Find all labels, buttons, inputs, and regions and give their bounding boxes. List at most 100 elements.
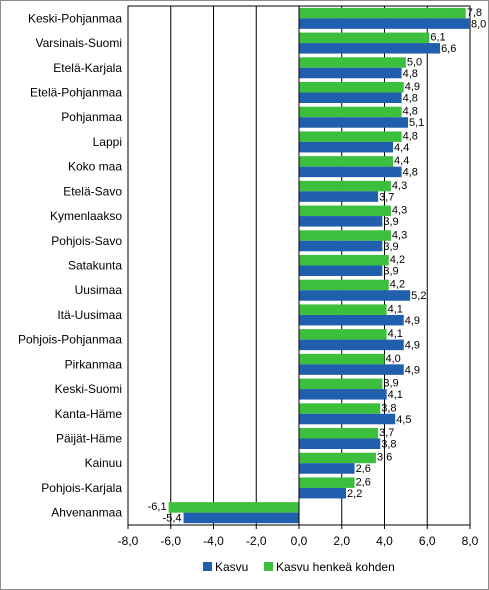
bar-kasvu <box>299 117 409 128</box>
bar-kasvu-henkea-kohden <box>299 428 379 439</box>
category-label: Koko maa <box>68 160 122 174</box>
bar-kasvu <box>299 389 387 400</box>
data-label: 4,4 <box>394 155 409 167</box>
data-label: 3,9 <box>383 241 398 253</box>
category-label: Kanta-Häme <box>55 407 123 421</box>
category-label: Kainuu <box>85 456 122 470</box>
data-label: 3,9 <box>383 266 398 278</box>
category-label: Etelä-Karjala <box>53 61 122 75</box>
bar-kasvu-henkea-kohden <box>299 452 376 464</box>
bar-kasvu-henkea-kohden <box>299 255 389 266</box>
bar-kasvu-henkea-kohden <box>299 7 466 19</box>
bar-kasvu <box>299 265 383 276</box>
x-tick-label: -2,0 <box>246 534 267 548</box>
bar-kasvu-henkea-kohden <box>299 304 387 315</box>
bar-kasvu-henkea-kohden <box>168 502 299 513</box>
x-tick-label: -4,0 <box>203 534 224 548</box>
data-label: 6,6 <box>441 43 456 55</box>
legend-swatch-kasvu-henkea-kohden <box>264 562 273 571</box>
data-label: 3,9 <box>383 378 398 390</box>
data-label: 3,7 <box>379 427 394 439</box>
data-label: 4,2 <box>390 254 405 266</box>
bar-kasvu <box>299 364 404 375</box>
data-label: 2,6 <box>356 476 371 488</box>
data-label: 7,8 <box>467 7 482 19</box>
x-tick-label: -6,0 <box>160 534 181 548</box>
data-label: -5,4 <box>163 513 182 525</box>
data-label: 4,3 <box>392 205 407 217</box>
bar-kasvu <box>299 67 402 79</box>
bar-kasvu <box>299 92 402 103</box>
category-label: Pohjois-Pohjanmaa <box>18 333 122 347</box>
data-label: 4,1 <box>388 303 403 315</box>
category-label: Varsinais-Suomi <box>36 36 122 50</box>
category-label: Lappi <box>93 135 122 149</box>
data-label: 4,8 <box>403 68 418 80</box>
data-label: 3,8 <box>381 402 396 414</box>
data-label: 4,8 <box>403 167 418 179</box>
bar-kasvu <box>299 43 441 54</box>
data-label: 4,1 <box>388 328 403 340</box>
bar-kasvu <box>299 141 394 153</box>
data-label: 4,9 <box>405 315 420 327</box>
data-label: 3,7 <box>379 191 394 203</box>
x-tick-label: 2,0 <box>333 534 350 548</box>
bar-kasvu <box>183 512 299 524</box>
category-label: Pirkanmaa <box>65 357 123 371</box>
category-label: Keski-Suomi <box>55 382 122 396</box>
bar-kasvu <box>299 290 411 301</box>
bar-kasvu <box>299 216 383 227</box>
data-label: 4,8 <box>403 106 418 118</box>
x-tick-label: 4,0 <box>376 534 393 548</box>
bar-kasvu <box>299 339 404 351</box>
category-label: Etelä-Pohjanmaa <box>30 86 122 100</box>
x-tick-label: 8,0 <box>462 534 479 548</box>
bar-kasvu-henkea-kohden <box>299 329 387 340</box>
data-label: 4,8 <box>403 130 418 142</box>
bar-kasvu-henkea-kohden <box>299 477 355 488</box>
data-label: 4,3 <box>392 180 407 192</box>
bar-kasvu <box>299 191 379 202</box>
bar-kasvu <box>299 314 404 326</box>
bar-kasvu-henkea-kohden <box>299 156 394 167</box>
bar-kasvu-henkea-kohden <box>299 403 381 414</box>
data-label: 4,9 <box>405 81 420 93</box>
bar-kasvu <box>299 463 355 474</box>
data-label: 2,6 <box>356 463 371 475</box>
category-label: Ahvenanmaa <box>51 506 122 520</box>
bar-kasvu <box>299 413 396 425</box>
data-label: 5,2 <box>411 290 426 302</box>
data-label: 3,8 <box>381 439 396 451</box>
category-label: Satakunta <box>68 259 122 273</box>
data-label: 8,0 <box>471 18 486 30</box>
data-label: 4,1 <box>388 389 403 401</box>
category-label: Itä-Uusimaa <box>57 308 122 322</box>
category-label: Pohjois-Savo <box>51 234 122 248</box>
category-label: Pohjanmaa <box>61 110 122 124</box>
bar-kasvu-henkea-kohden <box>299 131 402 142</box>
bar-kasvu-henkea-kohden <box>299 180 391 192</box>
bar-kasvu-henkea-kohden <box>299 230 391 241</box>
bar-kasvu-henkea-kohden <box>299 32 430 44</box>
x-tick-label: 6,0 <box>419 534 436 548</box>
data-label: 4,3 <box>392 229 407 241</box>
data-label: 4,2 <box>390 279 405 291</box>
bar-kasvu <box>299 166 402 178</box>
bar-kasvu-henkea-kohden <box>299 353 385 365</box>
category-label: Pohjois-Karjala <box>41 481 122 495</box>
data-label: 4,5 <box>396 414 411 426</box>
data-label: -6,1 <box>148 501 167 513</box>
bar-kasvu-henkea-kohden <box>299 279 389 291</box>
bar-kasvu <box>299 438 381 449</box>
bar-kasvu-henkea-kohden <box>299 378 383 390</box>
bar-kasvu-henkea-kohden <box>299 106 402 118</box>
data-label: 4,0 <box>386 353 401 365</box>
data-label: 6,1 <box>430 32 445 44</box>
legend-label-kasvu: Kasvu <box>215 560 248 574</box>
data-label: 5,0 <box>407 56 422 68</box>
x-tick-label: 0,0 <box>291 534 308 548</box>
data-label: 3,9 <box>383 216 398 228</box>
data-label: 5,1 <box>409 117 424 129</box>
data-label: 4,9 <box>405 340 420 352</box>
